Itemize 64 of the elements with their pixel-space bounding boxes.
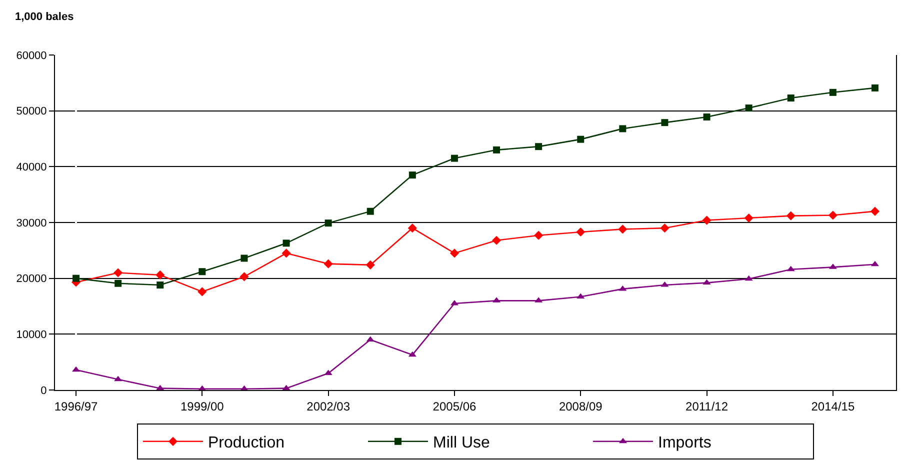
point xyxy=(156,270,165,280)
y-tick-label: 30000 xyxy=(16,217,47,230)
point xyxy=(450,248,460,258)
point xyxy=(408,172,416,179)
point xyxy=(576,227,586,237)
point xyxy=(661,119,668,126)
point xyxy=(786,211,796,220)
point xyxy=(366,208,374,215)
point xyxy=(114,376,122,382)
point xyxy=(660,224,670,233)
point xyxy=(114,268,123,278)
point xyxy=(198,268,206,276)
point xyxy=(324,259,333,268)
point xyxy=(366,260,375,270)
legend-label: Production xyxy=(208,434,284,452)
point xyxy=(577,136,584,143)
point xyxy=(618,224,628,234)
point xyxy=(828,210,838,220)
point xyxy=(282,248,291,258)
point xyxy=(240,272,249,282)
point xyxy=(702,216,712,225)
point xyxy=(535,143,542,150)
y-tick-label: 40000 xyxy=(16,162,47,174)
x-tick-label: 2008/09 xyxy=(558,399,603,414)
point xyxy=(744,213,754,223)
point xyxy=(744,275,753,281)
point xyxy=(576,293,585,299)
point xyxy=(786,266,795,272)
x-tick-label: 2011/12 xyxy=(686,399,728,414)
point xyxy=(534,230,544,240)
point xyxy=(156,282,164,289)
point xyxy=(408,351,416,357)
point xyxy=(450,154,458,162)
point xyxy=(493,146,500,154)
y-tick-label: 0 xyxy=(40,384,47,397)
point xyxy=(787,94,794,102)
point xyxy=(72,274,80,282)
point xyxy=(745,104,752,112)
legend-label: Imports xyxy=(658,434,712,452)
point xyxy=(871,84,878,92)
y-axis-title: 1,000 bales xyxy=(15,11,74,23)
x-tick-label: 2014/15 xyxy=(811,399,855,414)
x-tick-label: 2002/03 xyxy=(306,399,350,414)
point xyxy=(408,224,417,233)
point xyxy=(870,206,880,216)
point xyxy=(618,285,627,291)
x-tick-label: 2005/06 xyxy=(432,399,476,414)
y-tick-label: 60000 xyxy=(16,50,47,62)
y-tick-label: 10000 xyxy=(16,329,47,342)
y-tick-label: 20000 xyxy=(16,273,47,286)
legend-label: Mill Use xyxy=(433,434,490,452)
point xyxy=(114,280,122,287)
point xyxy=(702,279,711,285)
x-tick-label: 1999/00 xyxy=(180,399,224,414)
point xyxy=(282,240,290,247)
point xyxy=(492,236,502,245)
x-tick-label: 1996/97 xyxy=(54,399,98,414)
y-tick-label: 50000 xyxy=(16,106,47,118)
point xyxy=(703,113,710,120)
point xyxy=(324,220,332,227)
point xyxy=(829,88,836,96)
point xyxy=(198,287,207,296)
point xyxy=(619,125,626,132)
point xyxy=(240,254,248,262)
